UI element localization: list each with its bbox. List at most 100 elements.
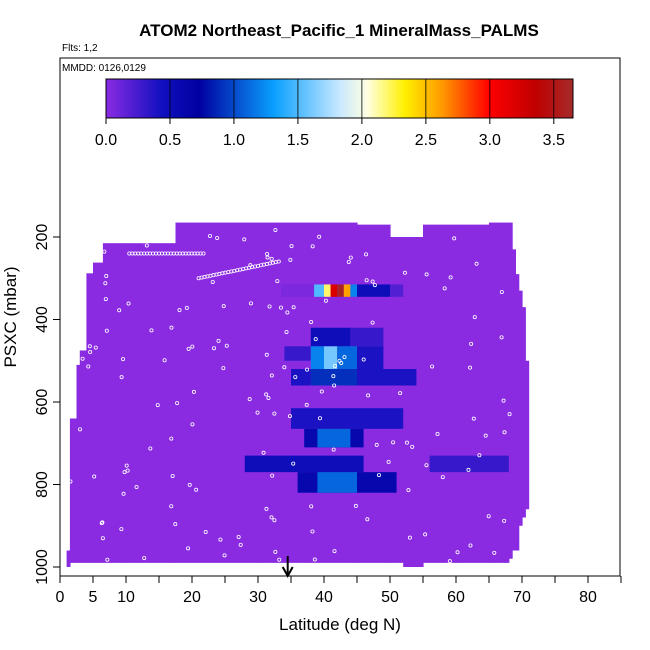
flight-marker [364, 278, 369, 283]
colorbar-gradient [105, 78, 574, 119]
flight-marker [304, 402, 309, 407]
flight-marker [264, 392, 269, 397]
data-cell [324, 346, 338, 369]
colorbar-ticks: 0.0 0.5 1.0 1.5 2.0 2.5 3.0 3.5 [95, 79, 565, 149]
flight-marker [376, 473, 381, 478]
flight-marker [278, 305, 283, 310]
flight-marker [119, 375, 124, 380]
colorbar-tick-label: 3.5 [543, 132, 565, 149]
flight-marker [88, 350, 93, 355]
x-axis: 0 5 10 20 30 40 50 60 70 80 [56, 576, 622, 606]
chart-title: ATOM2 Northeast_Pacific_1 MineralMass_PA… [139, 21, 539, 40]
flight-marker [242, 237, 247, 242]
colorbar-tick-label: 2.5 [415, 132, 437, 149]
flight-marker [210, 279, 215, 284]
flight-marker [267, 304, 272, 309]
flight-marker [162, 358, 167, 363]
flight-marker [142, 556, 147, 561]
flight-marker [184, 305, 189, 310]
flight-marker [64, 389, 69, 394]
flight-marker [448, 275, 453, 280]
flight-marker [391, 440, 396, 445]
flight-marker [122, 470, 127, 475]
flight-marker [80, 356, 85, 361]
x-tick-label: 80 [579, 589, 597, 606]
flight-marker [404, 440, 409, 445]
flight-marker [92, 474, 97, 479]
flight-marker [507, 412, 512, 417]
flight-marker [134, 484, 139, 489]
flight-marker [272, 411, 277, 416]
data-cell [350, 284, 357, 297]
flight-marker [264, 506, 269, 511]
flight-marker [170, 473, 175, 478]
latitude-arrow [281, 556, 294, 579]
colorbar-tick-label: 0.0 [95, 132, 117, 149]
flight-marker [173, 522, 178, 527]
data-cell [281, 284, 315, 297]
flight-marker [317, 234, 322, 239]
flight-marker [265, 255, 270, 260]
data-cell [324, 284, 331, 297]
flight-marker [191, 389, 196, 394]
data-cell [343, 284, 351, 297]
flight-marker [466, 467, 471, 472]
flight-marker [190, 422, 195, 427]
x-tick-label: 60 [447, 589, 465, 606]
colorbar-tick-label: 1.0 [223, 132, 245, 149]
x-tick-label: 0 [56, 589, 65, 606]
data-cell [337, 346, 357, 369]
flight-marker [67, 346, 72, 351]
flight-marker [201, 251, 206, 256]
flight-marker [363, 252, 368, 257]
flight-marker [313, 337, 318, 342]
y-tick-label: 600 [34, 389, 51, 416]
flight-marker [119, 527, 124, 532]
data-cell [357, 369, 417, 386]
flight-marker [103, 297, 108, 302]
flight-marker [117, 308, 122, 313]
flight-marker [68, 479, 73, 484]
flight-marker [332, 549, 337, 554]
flight-marker [293, 375, 298, 380]
flight-marker [155, 403, 160, 408]
x-tick-label: 10 [117, 589, 135, 606]
flight-marker [282, 365, 287, 370]
flight-marker [266, 395, 271, 400]
flight-marker [323, 298, 328, 303]
flight-marker [468, 543, 473, 548]
flight-marker [291, 305, 296, 310]
flight-markers [64, 227, 512, 564]
data-cell [244, 455, 364, 473]
flight-marker [273, 549, 278, 554]
flight-marker [216, 338, 221, 343]
flight-marker [105, 557, 110, 562]
data-cell [357, 346, 384, 369]
field-strip [508, 222, 513, 559]
colorbar-tick-label: 1.5 [287, 132, 309, 149]
data-cell [317, 472, 357, 493]
flight-marker [469, 341, 474, 346]
flight-marker [144, 243, 149, 248]
flight-marker [126, 301, 131, 306]
flight-marker [468, 365, 473, 370]
flight-marker [317, 416, 322, 421]
flight-marker [309, 504, 314, 509]
flight-marker [211, 346, 216, 351]
field-strip [403, 237, 424, 567]
y-axis-label: PSXC (mbar) [1, 266, 20, 367]
flight-marker [101, 233, 106, 238]
flight-marker [218, 537, 223, 542]
x-axis-label: Latitude (deg N) [279, 615, 401, 634]
field-strip [126, 243, 173, 563]
flight-marker [238, 542, 243, 547]
flight-marker [141, 239, 146, 244]
flight-marker [261, 450, 266, 455]
data-cell [317, 428, 351, 448]
flight-marker [203, 530, 208, 535]
flight-marker [447, 559, 452, 564]
flight-marker [269, 373, 274, 378]
field-strip [69, 418, 78, 563]
flight-marker [291, 461, 296, 466]
flight-marker [474, 261, 479, 266]
